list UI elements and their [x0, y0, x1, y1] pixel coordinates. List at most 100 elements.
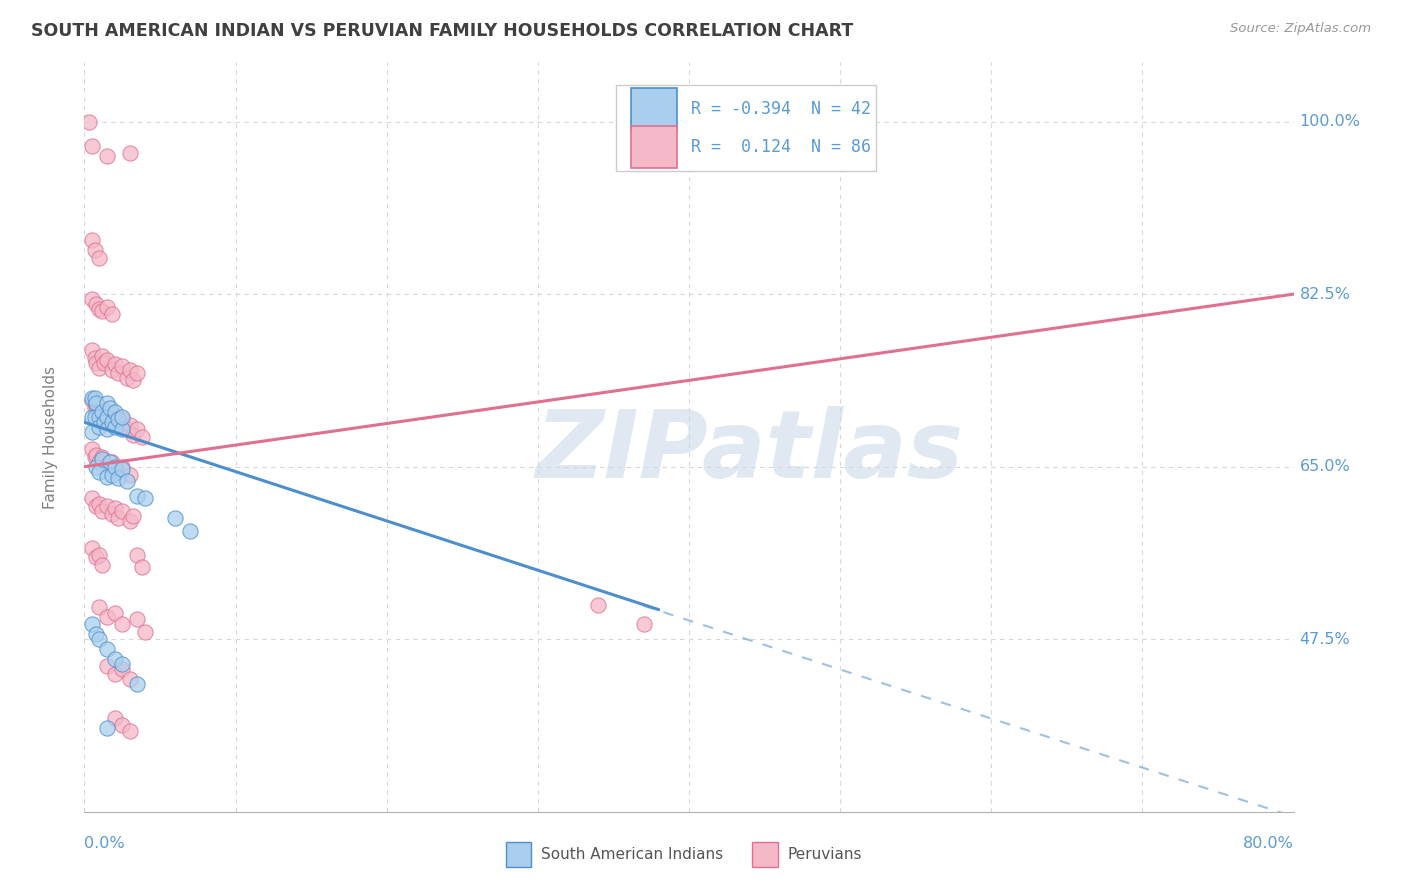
Point	[111, 657, 134, 671]
Point	[80, 391, 103, 405]
Point	[111, 410, 134, 425]
Point	[115, 475, 138, 489]
Point	[134, 625, 156, 640]
Point	[89, 251, 111, 265]
Point	[86, 297, 108, 311]
Text: ZIPatlas: ZIPatlas	[536, 406, 963, 498]
Point	[121, 508, 143, 523]
Point	[86, 395, 108, 409]
Point	[118, 146, 141, 161]
Point	[89, 497, 111, 511]
Point	[80, 491, 103, 506]
Point	[84, 450, 107, 464]
Point	[104, 405, 127, 419]
Point	[111, 504, 134, 518]
Text: 47.5%: 47.5%	[1299, 632, 1350, 647]
Point	[96, 458, 118, 472]
Point	[89, 420, 111, 434]
Point	[100, 455, 122, 469]
Point	[98, 455, 121, 469]
Point	[104, 666, 127, 681]
Point	[104, 459, 127, 474]
Point	[127, 676, 149, 690]
Point	[89, 301, 111, 316]
Point	[131, 430, 153, 444]
Point	[107, 366, 129, 380]
Text: 0.0%: 0.0%	[84, 837, 125, 851]
Point	[84, 391, 107, 405]
Point	[86, 627, 108, 641]
Point	[89, 549, 111, 563]
Point	[111, 459, 134, 474]
Point	[91, 451, 114, 466]
FancyBboxPatch shape	[631, 88, 676, 129]
Point	[96, 658, 118, 673]
Point	[107, 418, 129, 433]
Point	[111, 461, 134, 475]
Point	[96, 721, 118, 735]
Point	[100, 507, 122, 521]
Point	[127, 422, 149, 436]
Point	[89, 405, 111, 419]
Point	[84, 401, 107, 415]
Point	[121, 373, 143, 387]
Point	[134, 491, 156, 506]
Point	[98, 401, 121, 415]
Point	[179, 524, 201, 538]
Point	[84, 243, 107, 257]
Point	[96, 469, 118, 483]
Point	[91, 405, 114, 419]
Point	[111, 617, 134, 632]
Point	[107, 471, 129, 485]
Point	[86, 550, 108, 565]
Point	[77, 114, 100, 128]
Point	[80, 442, 103, 456]
Point	[80, 292, 103, 306]
Point	[80, 139, 103, 153]
Point	[127, 612, 149, 626]
Point	[100, 415, 122, 429]
Point	[80, 410, 103, 425]
Point	[118, 672, 141, 686]
Text: 80.0%: 80.0%	[1243, 837, 1294, 851]
Point	[588, 598, 610, 612]
Point	[131, 560, 153, 574]
Text: South American Indians: South American Indians	[541, 847, 724, 862]
Point	[104, 465, 127, 479]
Point	[89, 410, 111, 425]
Point	[118, 467, 141, 482]
Point	[86, 399, 108, 413]
Point	[107, 511, 129, 525]
Text: R = -0.394  N = 42: R = -0.394 N = 42	[692, 100, 872, 118]
Point	[115, 371, 138, 385]
Point	[104, 501, 127, 516]
Point	[96, 300, 118, 314]
Point	[86, 459, 108, 474]
Point	[80, 425, 103, 439]
Point	[127, 366, 149, 380]
Point	[100, 412, 122, 426]
Point	[91, 304, 114, 318]
Point	[93, 356, 115, 370]
Point	[96, 149, 118, 163]
Text: 100.0%: 100.0%	[1299, 114, 1361, 129]
Text: Source: ZipAtlas.com: Source: ZipAtlas.com	[1230, 22, 1371, 36]
Point	[84, 351, 107, 366]
Point	[118, 363, 141, 377]
Point	[80, 541, 103, 555]
Point	[91, 349, 114, 363]
Point	[93, 415, 115, 429]
Point	[118, 514, 141, 528]
Point	[84, 410, 107, 425]
Point	[100, 467, 122, 482]
Text: SOUTH AMERICAN INDIAN VS PERUVIAN FAMILY HOUSEHOLDS CORRELATION CHART: SOUTH AMERICAN INDIAN VS PERUVIAN FAMILY…	[31, 22, 853, 40]
Point	[91, 450, 114, 464]
Point	[91, 401, 114, 415]
Point	[104, 409, 127, 423]
Point	[80, 343, 103, 358]
Point	[118, 723, 141, 738]
Point	[91, 504, 114, 518]
Point	[127, 549, 149, 563]
Point	[111, 662, 134, 676]
Point	[104, 652, 127, 666]
